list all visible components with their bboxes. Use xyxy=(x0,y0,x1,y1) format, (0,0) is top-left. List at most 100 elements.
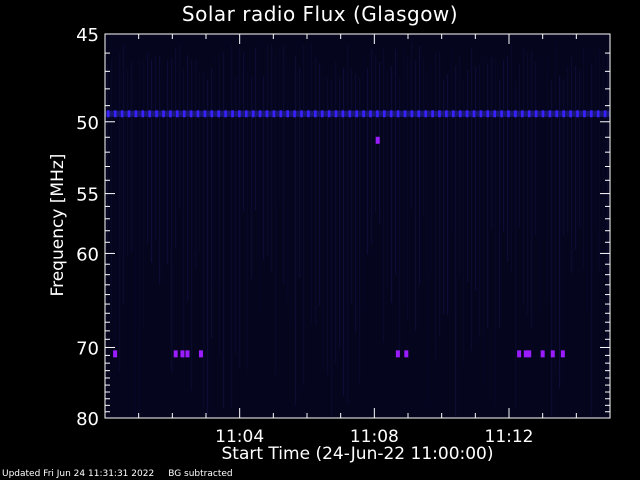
texture-streak xyxy=(235,76,237,355)
spectrogram-features xyxy=(105,110,610,358)
texture-streak xyxy=(371,48,373,245)
texture-streak xyxy=(279,48,281,203)
emission-band-dash xyxy=(569,110,572,118)
emission-band-dash xyxy=(583,110,586,118)
emission-band-dash xyxy=(272,110,276,118)
texture-streak xyxy=(171,58,173,372)
texture-streak xyxy=(247,70,249,372)
emission-band-dash xyxy=(176,110,179,118)
texture-streak xyxy=(195,59,197,269)
texture-streak xyxy=(283,45,285,285)
emission-band-dash xyxy=(486,110,490,118)
texture-streak xyxy=(475,66,477,291)
emission-band-dash xyxy=(355,110,358,118)
texture-streak xyxy=(275,53,277,375)
emission-band-dash xyxy=(320,110,324,118)
y-axis-label: Frequency [MHz] xyxy=(48,153,68,297)
texture-streak xyxy=(531,50,533,329)
emission-band-dash xyxy=(231,110,234,118)
texture-streak xyxy=(455,65,457,416)
texture-streak xyxy=(535,61,537,235)
texture-streak xyxy=(563,78,565,237)
texture-streak xyxy=(131,61,133,253)
texture-streak xyxy=(331,80,333,416)
emission-band-dash xyxy=(445,110,448,118)
emission-band-dash xyxy=(590,110,593,118)
texture-streak xyxy=(303,45,305,385)
texture-streak xyxy=(115,77,117,356)
emission-band-dash xyxy=(113,110,117,118)
texture-streak xyxy=(271,44,273,274)
burst-marker xyxy=(523,350,528,358)
texture-streak xyxy=(427,71,429,405)
texture-streak xyxy=(407,58,409,320)
y-tick-label: 70 xyxy=(76,338,99,359)
texture-streak xyxy=(547,54,549,300)
emission-band-dash xyxy=(210,110,214,118)
emission-band-dash xyxy=(334,110,338,118)
texture-streak xyxy=(607,54,609,381)
texture-streak xyxy=(263,75,265,261)
emission-band-dash xyxy=(245,110,248,118)
texture-streak xyxy=(587,52,589,311)
texture-streak xyxy=(111,59,113,321)
emission-band-dash xyxy=(541,110,545,118)
emission-band-dash xyxy=(383,110,386,118)
burst-marker xyxy=(560,350,565,358)
texture-streak xyxy=(355,73,357,333)
x-tick-label: 11:12 xyxy=(485,427,534,447)
texture-streak xyxy=(507,55,509,262)
texture-streak xyxy=(515,81,517,407)
texture-streak xyxy=(295,55,297,406)
texture-streak xyxy=(167,60,169,265)
texture-streak xyxy=(451,50,453,233)
emission-band-dash xyxy=(120,110,124,118)
texture-streak xyxy=(107,64,109,243)
texture-streak xyxy=(175,47,177,249)
texture-streak xyxy=(511,44,513,272)
texture-streak xyxy=(527,51,529,316)
texture-streak xyxy=(163,79,165,284)
texture-streak xyxy=(459,56,461,278)
emission-band-dash xyxy=(479,110,483,118)
chart-title: Solar radio Flux (Glasgow) xyxy=(181,2,459,26)
emission-band-dash xyxy=(169,110,172,118)
burst-marker xyxy=(395,350,400,358)
emission-band-dash xyxy=(217,110,220,118)
emission-band-dash xyxy=(258,110,262,118)
texture-streak xyxy=(291,72,293,322)
texture-streak xyxy=(575,65,577,250)
x-tick-label: 11:08 xyxy=(350,427,399,447)
texture-streak xyxy=(439,51,441,338)
burst-marker xyxy=(198,350,203,358)
y-tick-label: 50 xyxy=(76,113,99,134)
x-axis: 11:04 11:08 11:12 xyxy=(138,34,577,447)
emission-band-dash xyxy=(341,110,345,118)
texture-streak xyxy=(495,57,497,406)
texture-streak xyxy=(311,43,313,324)
burst-marker xyxy=(173,350,178,358)
texture-streak xyxy=(127,68,129,256)
emission-band-dash xyxy=(134,110,138,118)
plot-area xyxy=(105,34,610,418)
emission-band-dash xyxy=(417,110,421,118)
texture-streak xyxy=(211,67,213,339)
emission-band-dash xyxy=(555,110,559,118)
emission-band-dash xyxy=(452,110,455,118)
burst-marker xyxy=(517,350,522,358)
emission-band-dash xyxy=(458,110,462,118)
texture-streak xyxy=(415,60,417,331)
emission-band-dash xyxy=(189,110,193,118)
texture-streak xyxy=(307,44,309,238)
texture-streak xyxy=(491,57,493,230)
emission-band-dash xyxy=(107,110,110,118)
texture-streak xyxy=(119,53,121,372)
texture-streak xyxy=(223,52,225,409)
texture-streak xyxy=(231,45,233,409)
texture-streak xyxy=(423,57,425,218)
texture-streak xyxy=(299,67,301,278)
burst-marker xyxy=(404,350,409,358)
texture-streak xyxy=(419,46,421,286)
texture-streak xyxy=(395,49,397,276)
